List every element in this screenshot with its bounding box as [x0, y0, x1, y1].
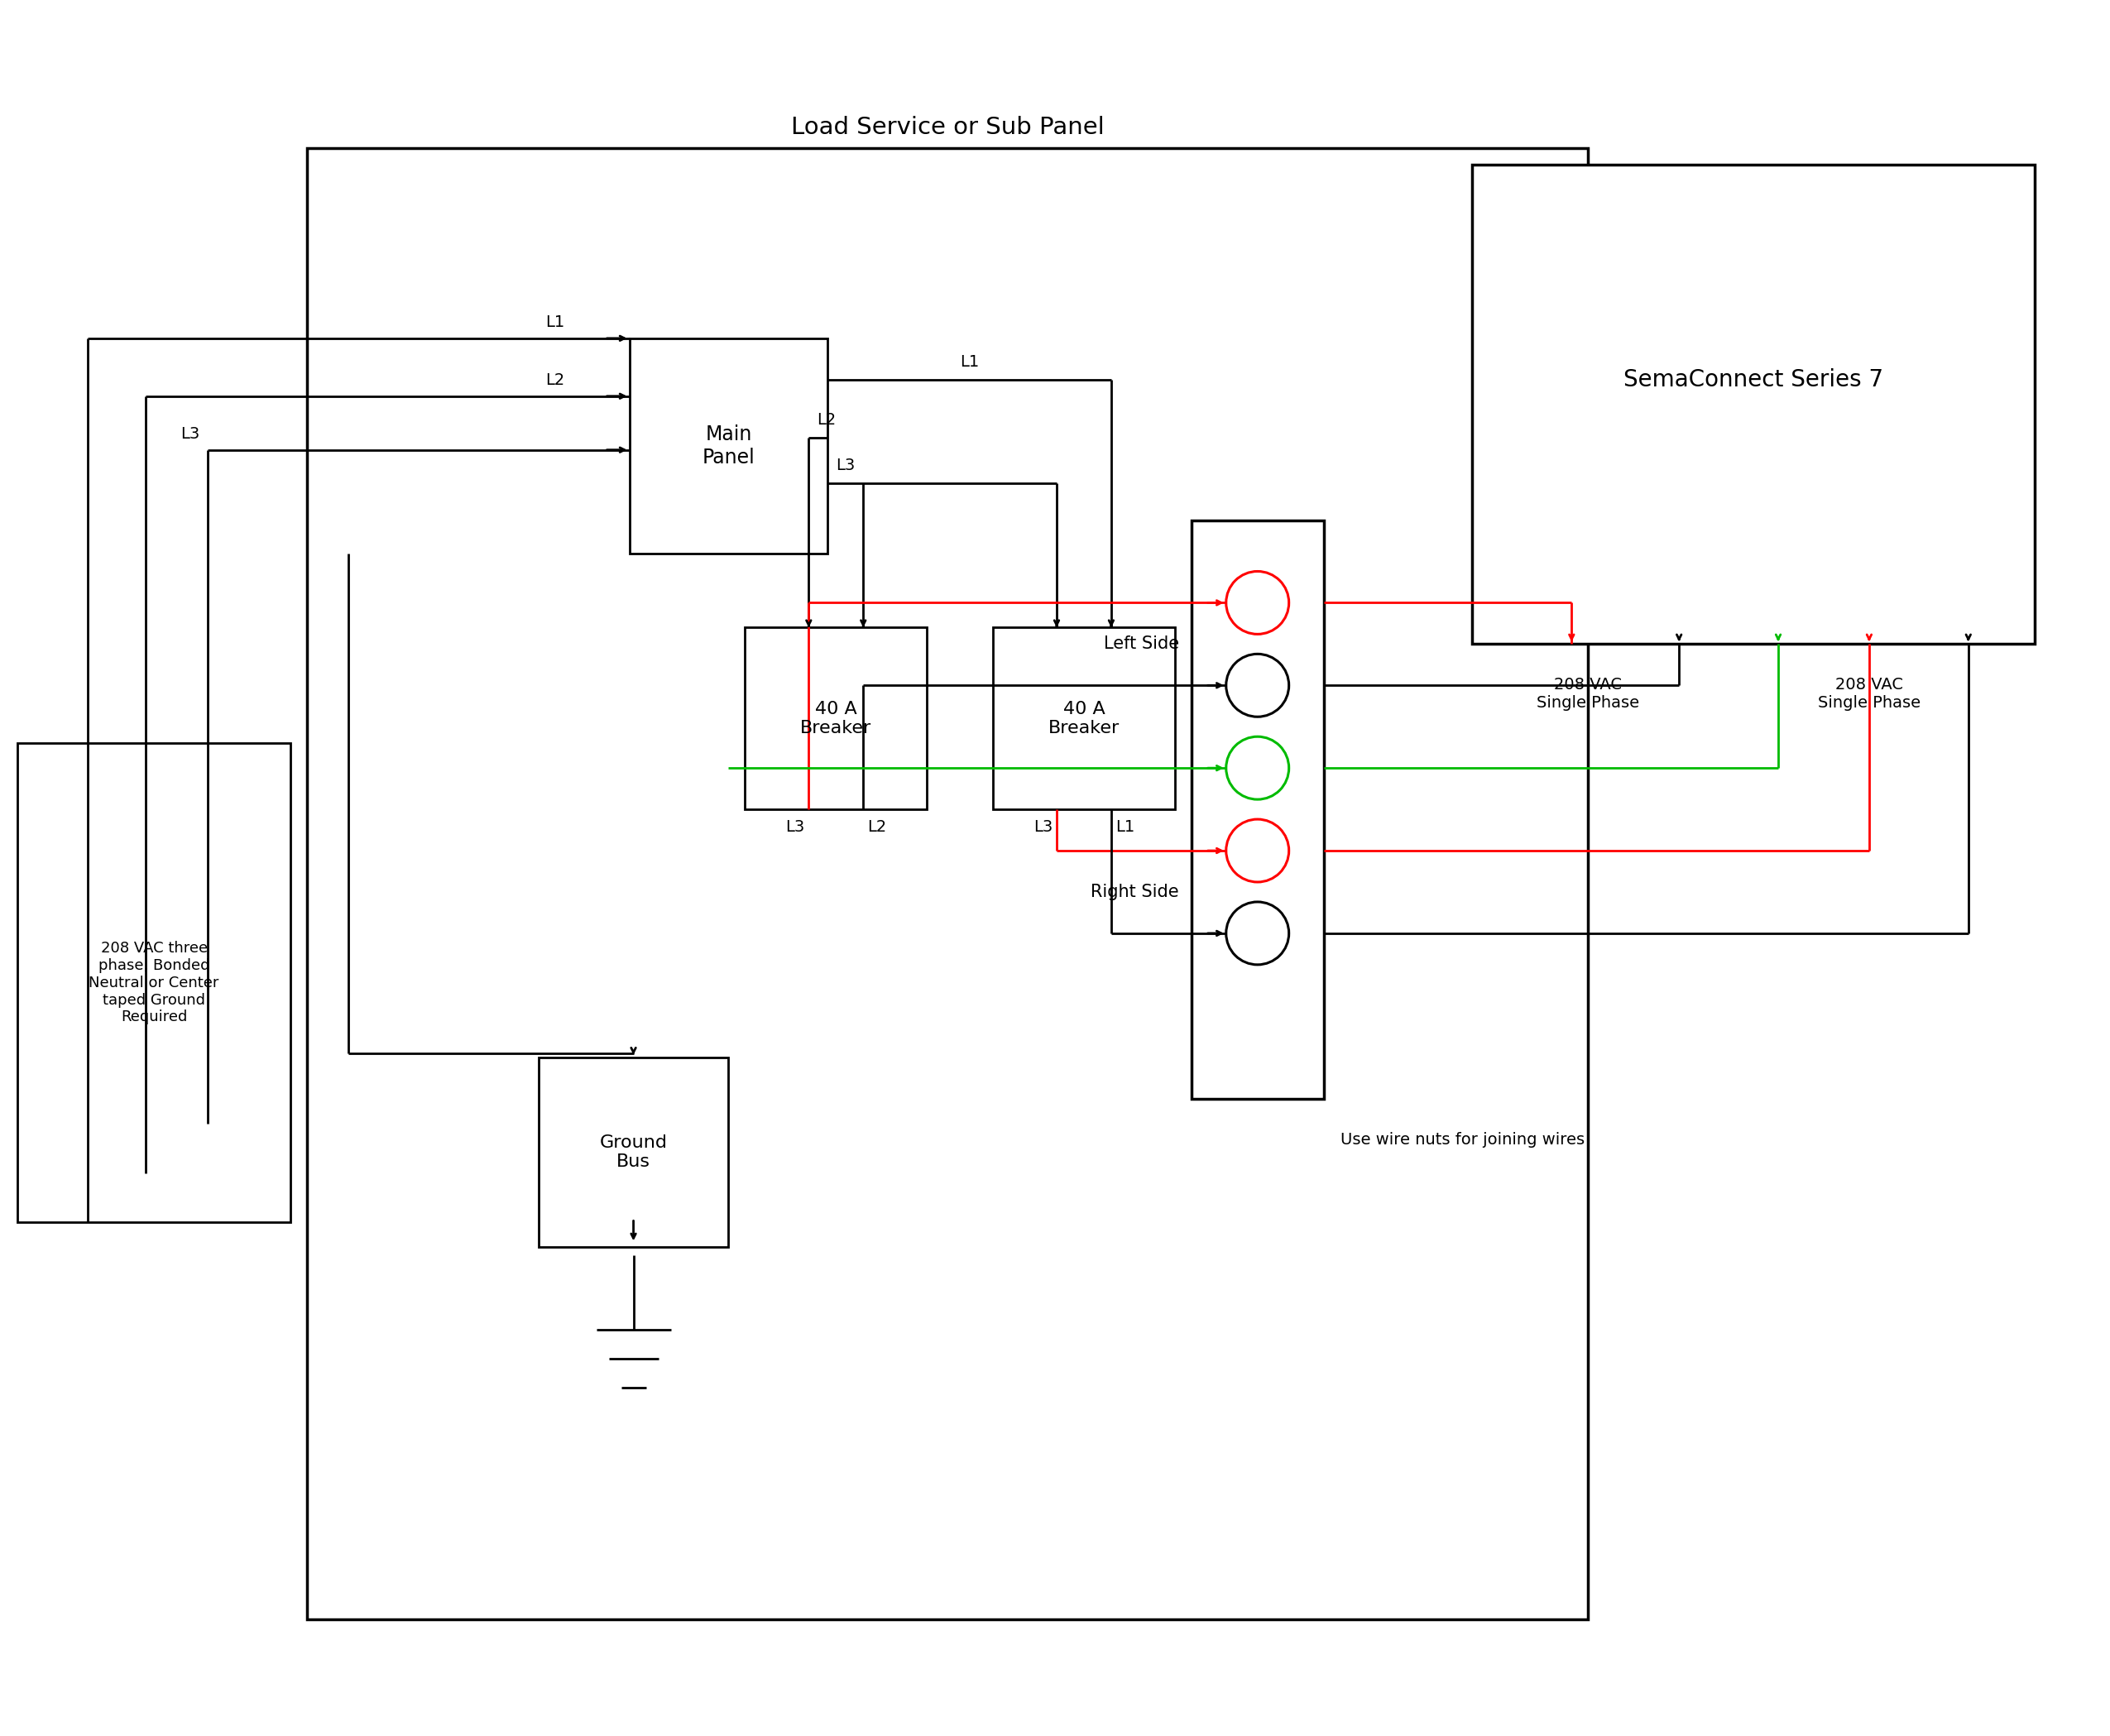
- Text: L3: L3: [1034, 819, 1053, 835]
- Text: L2: L2: [867, 819, 886, 835]
- Bar: [538, 1057, 728, 1246]
- Circle shape: [1226, 571, 1289, 634]
- Text: L2: L2: [544, 372, 565, 387]
- Text: 40 A
Breaker: 40 A Breaker: [800, 701, 871, 736]
- Text: L3: L3: [179, 425, 200, 441]
- Text: Left Side: Left Side: [1104, 635, 1179, 653]
- Text: SemaConnect Series 7: SemaConnect Series 7: [1623, 368, 1884, 391]
- Text: Right Side: Right Side: [1091, 884, 1179, 901]
- Text: 208 VAC three
phase, Bonded
Neutral or Center
taped Ground
Required: 208 VAC three phase, Bonded Neutral or C…: [89, 941, 219, 1024]
- Bar: [745, 627, 926, 809]
- Text: L1: L1: [1116, 819, 1135, 835]
- Bar: [306, 148, 1589, 1620]
- Text: Ground
Bus: Ground Bus: [599, 1134, 667, 1170]
- Text: Main
Panel: Main Panel: [703, 424, 755, 467]
- Text: 40 A
Breaker: 40 A Breaker: [1049, 701, 1120, 736]
- Circle shape: [1226, 654, 1289, 717]
- Circle shape: [1226, 819, 1289, 882]
- Text: L2: L2: [817, 411, 836, 427]
- Text: L1: L1: [544, 314, 565, 330]
- Text: L3: L3: [836, 457, 855, 472]
- Bar: [1192, 521, 1323, 1099]
- Bar: [629, 339, 827, 554]
- Bar: [17, 743, 291, 1222]
- Text: Use wire nuts for joining wires: Use wire nuts for joining wires: [1340, 1132, 1585, 1147]
- Circle shape: [1226, 736, 1289, 799]
- Text: L3: L3: [785, 819, 804, 835]
- Circle shape: [1226, 903, 1289, 965]
- Text: 208 VAC
Single Phase: 208 VAC Single Phase: [1819, 677, 1920, 712]
- Bar: [994, 627, 1175, 809]
- Text: Load Service or Sub Panel: Load Service or Sub Panel: [791, 116, 1104, 139]
- Bar: [1473, 165, 2034, 644]
- Text: L1: L1: [960, 354, 979, 370]
- Text: 208 VAC
Single Phase: 208 VAC Single Phase: [1536, 677, 1639, 712]
